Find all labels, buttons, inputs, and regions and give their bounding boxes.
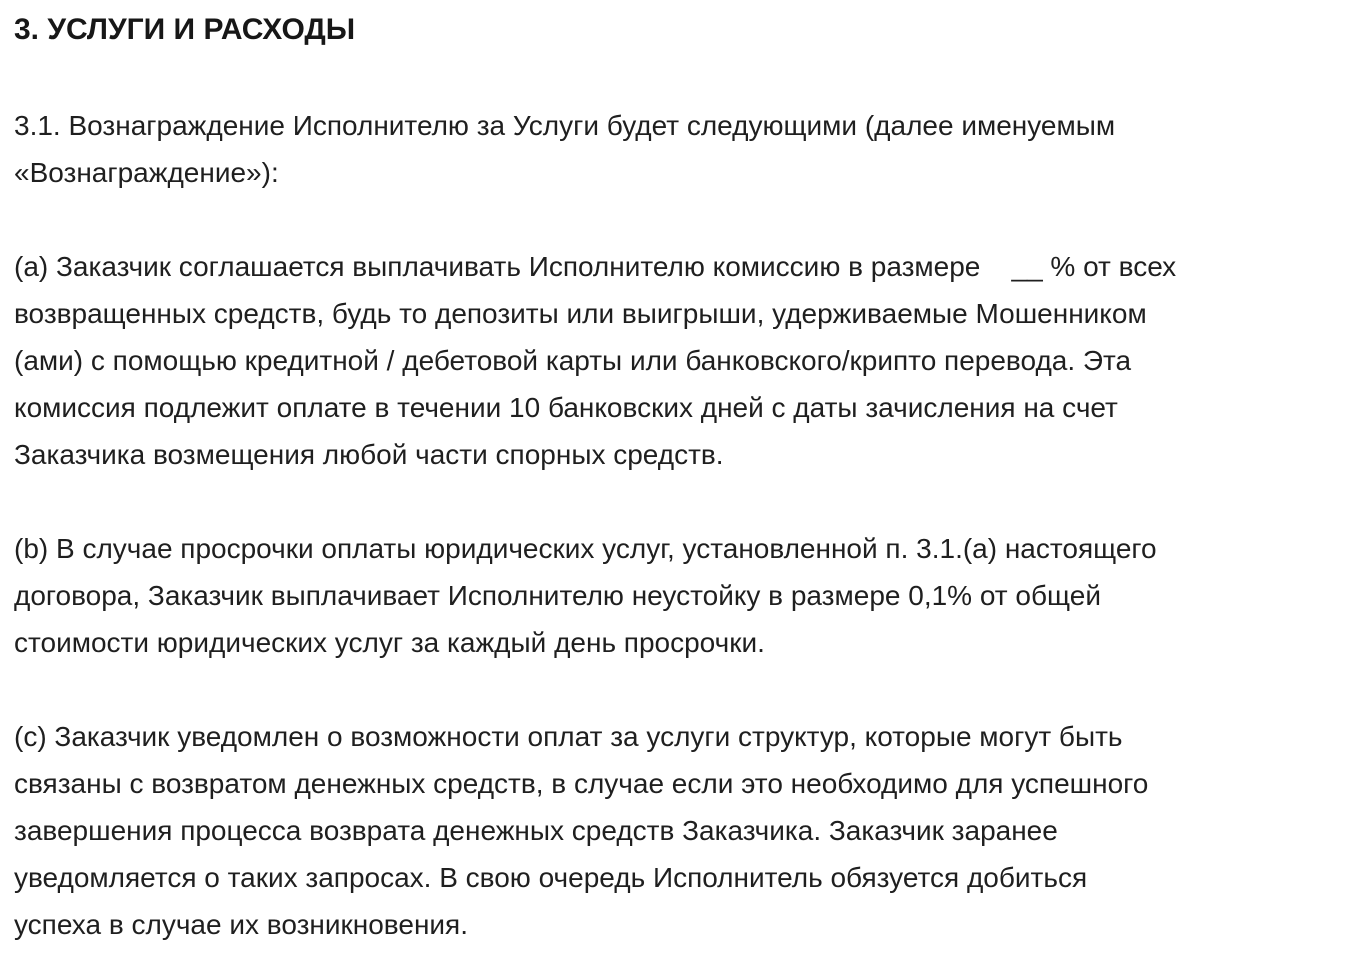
section-heading-services-and-expenses: 3. УСЛУГИ И РАСХОДЫ [14, 13, 356, 46]
clause-c-paragraph: (c) Заказчик уведомлен о возможности опл… [14, 721, 1149, 940]
clause-b-paragraph: (b) В случае просрочки оплаты юридически… [14, 533, 1157, 658]
clause-a-paragraph: (a) Заказчик соглашается выплачивать Исп… [14, 251, 1177, 470]
clause-3-1-paragraph: 3.1. Вознаграждение Исполнителю за Услуг… [14, 110, 1116, 188]
